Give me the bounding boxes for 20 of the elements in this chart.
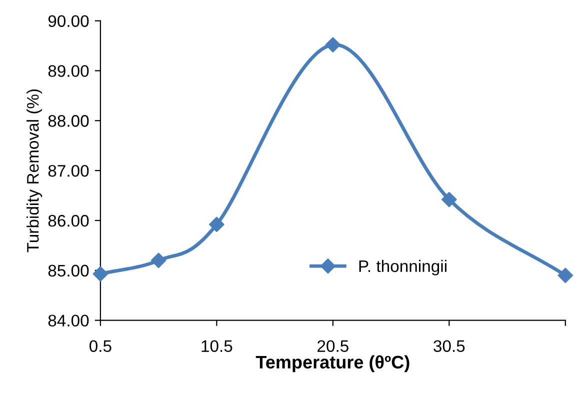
- y-tick-label: 86.00: [48, 214, 89, 227]
- point: [442, 192, 457, 208]
- point: [209, 216, 224, 232]
- y-tick-label: 87.00: [48, 164, 89, 177]
- point: [92, 266, 108, 282]
- x-axis-title: Temperature (θºC): [256, 355, 410, 372]
- y-tick-label: 90.00: [48, 15, 89, 28]
- point: [325, 37, 341, 52]
- y-tick-label: 89.00: [48, 65, 89, 77]
- y-tick-label: 88.00: [48, 115, 89, 127]
- x-tick-label: 30.5: [434, 340, 465, 352]
- y-axis-title: Turbidity Removal (%): [26, 89, 42, 252]
- point: [150, 252, 166, 268]
- legend-label: P. thonningii: [359, 260, 446, 276]
- y-tick-label: 85.00: [48, 264, 89, 277]
- x-tick-label: 20.5: [318, 340, 348, 352]
- x-tick-label: 0.5: [90, 340, 112, 352]
- x-tick-label: 10.5: [202, 340, 232, 352]
- point: [558, 268, 574, 284]
- y-tick-label: 84.00: [48, 314, 89, 327]
